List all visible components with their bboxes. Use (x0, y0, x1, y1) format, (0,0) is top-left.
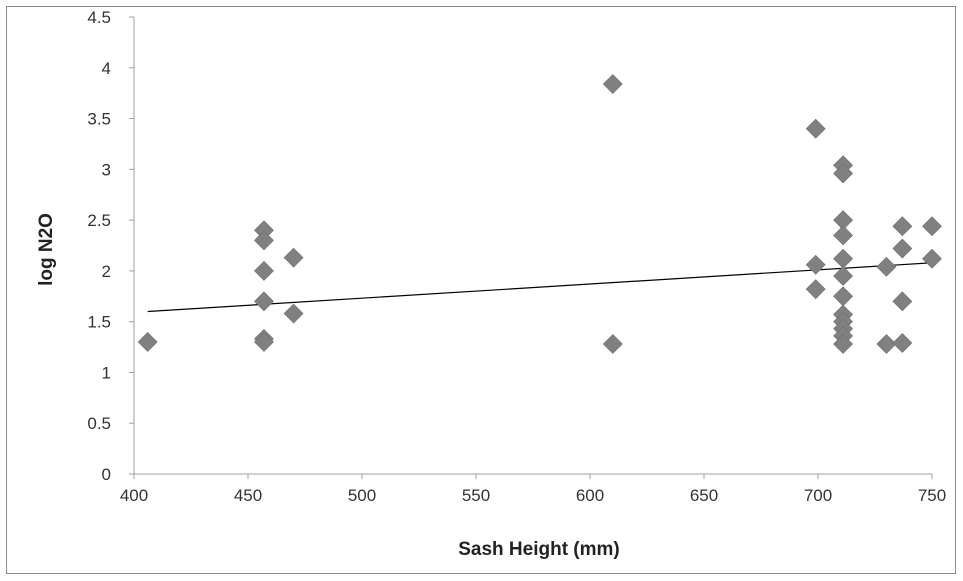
data-point (833, 163, 854, 184)
data-point (876, 256, 897, 277)
data-point (137, 332, 158, 352)
y-tick-label: 2.5 (87, 211, 111, 230)
data-point (805, 118, 826, 139)
x-tick-label: 650 (690, 486, 718, 505)
data-point (283, 303, 304, 324)
y-tick-label: 0 (102, 465, 111, 484)
data-point (833, 334, 854, 354)
y-axis-title: log N2O (36, 213, 57, 286)
data-point (833, 286, 854, 307)
y-tick-label: 0.5 (87, 414, 111, 433)
data-point (876, 334, 897, 354)
data-point (254, 260, 274, 281)
data-point (254, 230, 274, 251)
data-point (892, 216, 913, 237)
y-tick-label: 4 (102, 59, 111, 78)
data-points (137, 74, 942, 354)
trendline (147, 262, 933, 313)
y-axis-ticks: 0 0.5 1 1.5 2 2.5 3 3.5 4 4.5 (87, 8, 134, 484)
data-point (892, 333, 913, 353)
chart-frame (6, 6, 956, 574)
data-point (805, 254, 826, 275)
data-point (892, 238, 913, 259)
y-tick-label: 2 (102, 262, 111, 281)
data-point (805, 279, 826, 300)
data-point (254, 291, 274, 312)
x-tick-label: 700 (804, 486, 832, 505)
y-tick-label: 1.5 (87, 313, 111, 332)
x-tick-label: 600 (576, 486, 604, 505)
x-tick-label: 500 (348, 486, 376, 505)
data-point (833, 266, 854, 286)
data-point (283, 247, 304, 268)
data-point (833, 225, 854, 246)
data-point (602, 334, 623, 354)
y-tick-label: 1 (102, 363, 111, 382)
x-axis-ticks: 400 450 500 550 600 650 700 750 (120, 474, 946, 505)
y-tick-label: 4.5 (87, 8, 111, 27)
y-tick-label: 3.5 (87, 110, 111, 129)
y-tick-label: 3 (102, 160, 111, 179)
data-point (602, 74, 623, 94)
x-tick-label: 750 (918, 486, 946, 505)
data-point (833, 248, 854, 269)
data-point (254, 332, 274, 352)
data-point (922, 248, 942, 269)
x-tick-label: 450 (234, 486, 262, 505)
data-point (892, 291, 913, 312)
x-axis-title: Sash Height (mm) (458, 539, 620, 560)
data-point (922, 216, 942, 237)
x-tick-label: 400 (120, 486, 148, 505)
x-tick-label: 550 (462, 486, 490, 505)
